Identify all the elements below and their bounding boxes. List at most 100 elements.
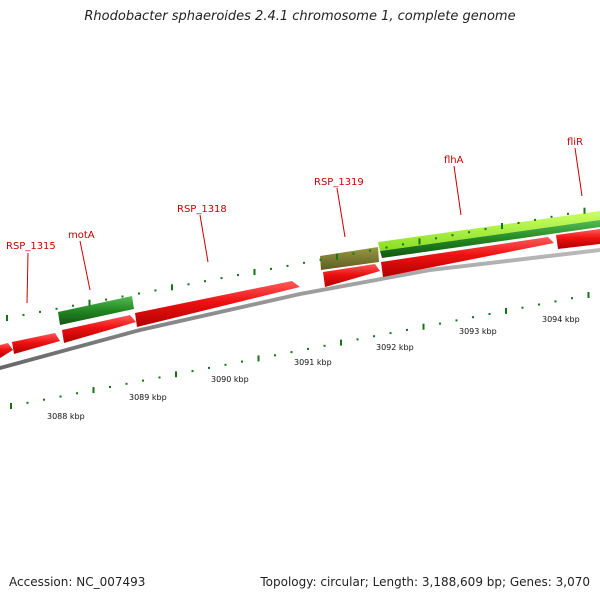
inner-tick <box>505 307 507 314</box>
inner-tick <box>439 322 441 325</box>
outer-tick <box>369 249 371 252</box>
outer-tick <box>6 315 8 321</box>
outer-tick <box>154 289 157 292</box>
gene-label-flhA[interactable]: flhA <box>444 155 464 166</box>
inner-tick <box>241 360 243 363</box>
gene-arrow-6[interactable] <box>381 237 554 277</box>
gene-arrow-2[interactable] <box>12 333 60 354</box>
inner-tick <box>488 313 491 315</box>
inner-tick <box>521 306 524 309</box>
inner-tick <box>571 297 573 300</box>
inner-tick <box>158 376 161 379</box>
outer-tick <box>418 238 421 245</box>
gene-arrow-5[interactable] <box>323 264 380 287</box>
inner-tick <box>373 335 375 338</box>
inner-tick <box>175 371 177 378</box>
inner-tick <box>26 401 29 404</box>
outer-tick <box>39 310 41 313</box>
gene-flhA-band-dark <box>380 220 600 258</box>
outer-tick <box>105 298 107 301</box>
scale-label-3093: 3093 kbp <box>459 327 497 336</box>
scale-label-3091: 3091 kbp <box>294 358 332 367</box>
inner-tick <box>10 403 12 409</box>
gene-arrow-7[interactable] <box>556 229 600 249</box>
outer-tick <box>583 207 586 214</box>
outer-tick <box>253 269 256 275</box>
inner-tick <box>554 300 557 303</box>
leader-rsp1319 <box>336 187 346 238</box>
leader-rsp1318 <box>199 214 209 263</box>
outer-tick <box>303 261 305 264</box>
map-title: Rhodobacter sphaeroides 2.4.1 chromosome… <box>84 9 516 24</box>
outer-tick <box>567 212 569 215</box>
gene-motA[interactable] <box>58 296 134 325</box>
outer-tick <box>72 304 74 307</box>
inner-tick <box>208 366 210 369</box>
scale-label-3089: 3089 kbp <box>129 393 167 402</box>
scale-label-3092: 3092 kbp <box>376 343 414 352</box>
gene-label-rsp1318[interactable]: RSP_1318 <box>177 204 227 215</box>
inner-tick <box>274 354 276 357</box>
outer-tick <box>237 274 239 277</box>
outer-tick <box>204 280 206 283</box>
outer-tick <box>534 218 536 221</box>
inner-tick <box>307 347 309 350</box>
gene-rsp1319-olive[interactable] <box>320 247 379 270</box>
outer-tick <box>121 295 124 298</box>
gene-label-fliR[interactable]: fliR <box>567 137 583 148</box>
inner-tick <box>323 344 326 347</box>
inner-tick <box>290 351 293 354</box>
inner-tick <box>257 355 260 362</box>
inner-tick <box>406 328 408 331</box>
gene-arrow-1[interactable] <box>0 343 13 358</box>
inner-tick-row <box>10 292 590 409</box>
outer-tick <box>352 252 355 255</box>
leader-motA <box>79 240 91 291</box>
gene-label-rsp1319[interactable]: RSP_1319 <box>314 177 364 188</box>
outer-tick <box>468 231 470 234</box>
outer-tick <box>484 228 487 231</box>
inner-tick <box>422 323 425 330</box>
outer-tick <box>88 299 91 306</box>
outer-tick-row <box>6 207 586 321</box>
outer-tick <box>55 307 58 310</box>
gene-label-motA[interactable]: motA <box>68 230 95 241</box>
inner-tick <box>43 398 45 401</box>
inner-tick <box>191 370 194 373</box>
outer-tick <box>319 258 322 261</box>
outer-tick <box>138 292 140 295</box>
inner-tick <box>455 319 458 322</box>
accession-text: Accession: NC_007493 <box>9 575 146 589</box>
outer-tick <box>550 215 553 218</box>
inner-tick <box>109 386 111 388</box>
inner-tick <box>340 339 342 346</box>
outer-tick <box>501 223 503 229</box>
outer-tick <box>270 267 272 270</box>
gene-arrow-3[interactable] <box>62 315 136 343</box>
gene-label-rsp1315[interactable]: RSP_1315 <box>6 241 56 252</box>
outer-tick <box>220 277 223 280</box>
inner-tick <box>389 332 392 335</box>
outer-tick <box>385 246 388 249</box>
outer-tick <box>517 222 520 224</box>
inner-tick <box>92 387 95 394</box>
scale-label-3088: 3088 kbp <box>47 412 85 421</box>
genome-summary-text: Topology: circular; Length: 3,188,609 bp… <box>260 575 590 589</box>
inner-tick <box>472 316 474 319</box>
scale-label-3090: 3090 kbp <box>211 375 249 384</box>
outer-tick <box>451 234 454 237</box>
outer-tick <box>22 313 25 316</box>
gene-arrow-4[interactable] <box>135 281 300 327</box>
outer-tick <box>171 284 173 291</box>
leader-flhA <box>453 165 462 216</box>
outer-tick <box>402 243 404 246</box>
inner-tick <box>224 363 227 366</box>
inner-tick <box>538 303 540 306</box>
inner-tick <box>587 292 590 298</box>
scale-label-3094: 3094 kbp <box>542 315 580 324</box>
leader-rsp1315 <box>26 252 29 304</box>
gene-flhA-band[interactable] <box>378 211 600 251</box>
outer-tick <box>286 264 289 267</box>
outer-tick <box>187 283 190 286</box>
